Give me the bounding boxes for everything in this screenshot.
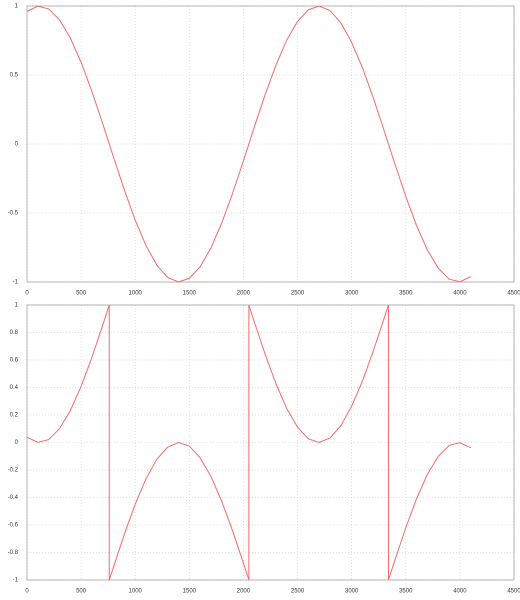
x-tick-label: 4500 [507,589,520,595]
x-tick-label: 2500 [291,589,305,595]
y-tick-label: 0.2 [10,413,19,419]
x-tick-label: 1500 [183,589,197,595]
x-tick-label: 3000 [345,589,359,595]
y-tick-label: 0.6 [10,358,19,364]
x-tick-label: 2000 [237,291,251,297]
x-tick-label: 0 [25,589,29,595]
y-tick-label: -1 [13,578,19,584]
y-tick-label: -1 [13,280,19,286]
y-tick-label: -0.5 [8,211,19,217]
y-tick-label: 0 [15,142,19,148]
plot-frame [26,5,515,283]
data-line [26,5,471,283]
x-tick-label: 1000 [129,589,143,595]
y-tick-label: 0.5 [10,73,19,79]
y-tick-label: 0 [15,440,19,446]
y-tick-label: 1 [15,303,19,309]
x-tick-label: 1000 [129,291,143,297]
y-tick-label: -0.8 [8,550,19,556]
x-tick-label: 3500 [399,291,413,297]
y-tick-label: 1 [15,4,19,10]
x-tick-label: 4000 [453,589,467,595]
x-tick-label: 500 [76,291,87,297]
x-tick-label: 3500 [399,589,413,595]
x-tick-label: 4000 [453,291,467,297]
y-tick-label: 0.4 [10,385,19,391]
x-tick-label: 2500 [291,291,305,297]
x-tick-label: 2000 [237,589,251,595]
y-tick-label: 0.8 [10,330,19,336]
x-tick-label: 4500 [507,291,520,297]
y-tick-label: -0.6 [8,523,19,529]
y-tick-label: -0.4 [8,495,19,501]
x-tick-label: 500 [76,589,87,595]
x-tick-label: 3000 [345,291,359,297]
x-tick-label: 1500 [183,291,197,297]
x-tick-label: 0 [25,291,29,297]
y-tick-label: -0.2 [8,468,19,474]
plot-frame [26,304,515,581]
data-line [26,304,471,581]
